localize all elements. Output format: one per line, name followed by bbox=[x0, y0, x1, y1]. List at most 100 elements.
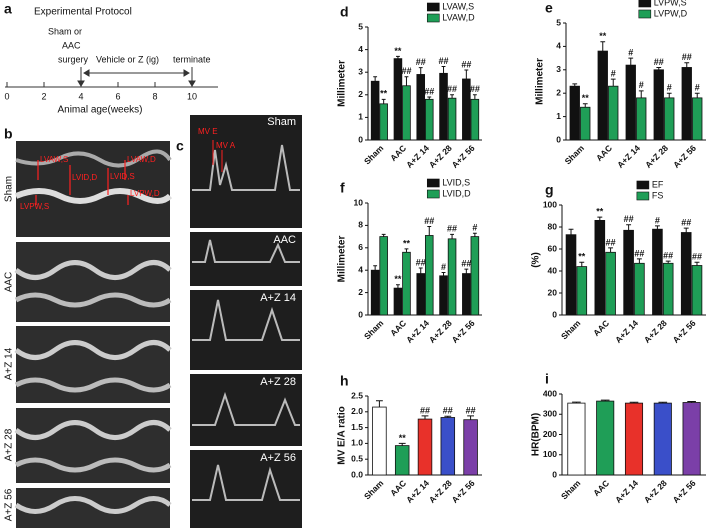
group-label: Sham bbox=[267, 116, 296, 128]
bar bbox=[417, 418, 433, 476]
x-tick-label: A+Z 28 bbox=[427, 318, 454, 345]
significance-label: # bbox=[472, 223, 477, 233]
significance-label: ** bbox=[599, 31, 607, 41]
error-bar bbox=[404, 76, 409, 86]
y-axis-label: HR(BPM) bbox=[531, 413, 542, 456]
x-tick-label: A+Z 56 bbox=[671, 478, 698, 505]
significance-label: ## bbox=[682, 52, 692, 62]
y-axis-label: Millimeter bbox=[535, 58, 546, 105]
y-tick-label: 4 bbox=[358, 264, 363, 274]
y-tick-label: 6 bbox=[358, 242, 363, 252]
y-tick-label: 3 bbox=[358, 66, 363, 76]
error-bar bbox=[381, 98, 386, 104]
bar bbox=[439, 275, 448, 316]
error-bar bbox=[654, 225, 660, 230]
y-tick-label: 2 bbox=[358, 89, 363, 99]
x-tick-label: AAC bbox=[594, 143, 614, 163]
x-tick-label: A+Z 28 bbox=[642, 318, 669, 345]
x-tick-label: Sham bbox=[563, 143, 587, 167]
error-bar bbox=[694, 261, 700, 266]
x-tick-label: Sham bbox=[362, 318, 386, 342]
error-bar bbox=[600, 399, 610, 402]
y-tick-label: 4 bbox=[358, 44, 363, 54]
y-tick-label: 1.5 bbox=[351, 422, 363, 432]
error-bar bbox=[626, 224, 632, 231]
y-tick-label: 1.0 bbox=[351, 438, 363, 448]
bar bbox=[624, 402, 644, 476]
bar bbox=[402, 85, 411, 141]
y-tick-label: 0 bbox=[358, 134, 363, 144]
significance-label: ## bbox=[466, 405, 476, 415]
error-bar bbox=[444, 415, 452, 418]
x-tick-label: AAC bbox=[388, 478, 408, 498]
y-tick-label: 0.5 bbox=[351, 453, 363, 463]
x-tick-label: A+Z 14 bbox=[404, 478, 431, 505]
x-tick-label: AAC bbox=[388, 143, 408, 163]
doppler-images bbox=[190, 115, 302, 528]
group-label: A+Z 28 bbox=[4, 428, 15, 461]
bar bbox=[596, 400, 615, 476]
significance-label: ## bbox=[439, 56, 449, 66]
x-tick-label: A+Z 14 bbox=[613, 318, 640, 345]
group-label: AAC bbox=[273, 234, 296, 246]
y-tick-label: 20 bbox=[548, 287, 558, 297]
x-tick-label: AAC bbox=[591, 318, 611, 338]
error-bar bbox=[450, 94, 455, 99]
bar bbox=[372, 406, 387, 476]
x-tick-label: A+Z 14 bbox=[615, 143, 642, 170]
significance-label: ** bbox=[596, 206, 604, 216]
panel-letter: c bbox=[176, 138, 184, 154]
y-axis-label: Millimeter bbox=[337, 236, 348, 283]
significance-label: ## bbox=[624, 214, 634, 224]
end-label: terminate bbox=[173, 54, 211, 64]
error-bar bbox=[375, 400, 383, 408]
bar bbox=[580, 106, 591, 141]
bar bbox=[394, 445, 410, 476]
error-bar bbox=[572, 401, 581, 404]
y-tick-label: 4 bbox=[556, 41, 561, 51]
bar bbox=[370, 269, 380, 316]
y-tick-label: 1 bbox=[358, 112, 363, 122]
legend-swatch bbox=[426, 178, 440, 188]
error-bar bbox=[656, 66, 662, 70]
significance-label: ** bbox=[399, 433, 407, 443]
x-tick-label: A+Z 28 bbox=[427, 143, 454, 170]
bar bbox=[653, 69, 664, 141]
significance-label: ## bbox=[416, 57, 426, 67]
bar bbox=[664, 97, 675, 141]
error-bar bbox=[608, 247, 614, 253]
group-label: A+Z 14 bbox=[260, 292, 296, 304]
bar bbox=[594, 219, 606, 316]
bar bbox=[416, 273, 426, 316]
legend-label: LVID,D bbox=[442, 188, 471, 198]
bar bbox=[565, 234, 577, 316]
bar bbox=[470, 236, 480, 316]
y-tick-label: 8 bbox=[358, 220, 363, 230]
panel-letter: f bbox=[340, 180, 345, 196]
error-bar bbox=[427, 96, 432, 100]
x-tick-label: A+Z 56 bbox=[450, 478, 477, 505]
m-mode-marker: LVPW,S bbox=[20, 202, 49, 211]
error-bar bbox=[418, 67, 423, 75]
significance-label: ## bbox=[424, 86, 434, 96]
y-axis-label: MV E/A ratio bbox=[337, 406, 348, 465]
bar bbox=[393, 287, 403, 316]
m-mode-labels: Sham AAC A+Z 14 A+Z 28 A+Z 56 bbox=[4, 176, 15, 521]
significance-label: # bbox=[695, 83, 700, 93]
panel-letter: i bbox=[545, 371, 549, 387]
bar bbox=[680, 232, 692, 316]
x-tick-label: A+Z 28 bbox=[642, 478, 669, 505]
bar bbox=[462, 273, 471, 316]
bar bbox=[567, 402, 586, 476]
error-bar bbox=[636, 258, 642, 264]
x-tick-label: A+Z 14 bbox=[404, 318, 431, 345]
bar bbox=[662, 262, 674, 316]
significance-label: ## bbox=[420, 405, 430, 415]
bar bbox=[463, 419, 478, 476]
treatment-label: Vehicle or Z (ig) bbox=[96, 54, 159, 64]
y-tick-label: 0 bbox=[552, 309, 557, 319]
significance-label: ## bbox=[470, 84, 480, 94]
error-bar bbox=[658, 401, 668, 404]
significance-label: ** bbox=[578, 252, 586, 262]
